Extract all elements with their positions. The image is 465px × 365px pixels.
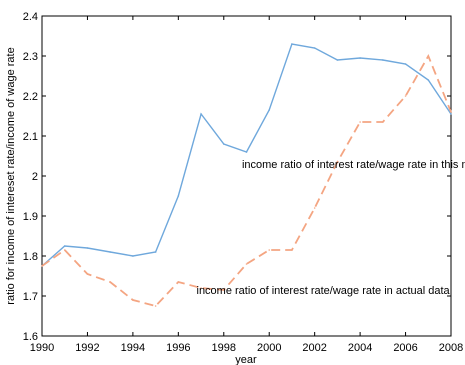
data-point [268, 109, 271, 111]
data-point [222, 143, 225, 145]
x-tick-label: 2006 [393, 342, 417, 354]
x-tick-label: 2008 [439, 342, 463, 354]
data-point [86, 247, 89, 249]
y-axis: 1.6 1.7 1.8 1.9 2 2.1 2.2 2.3 2.4 [23, 11, 451, 343]
data-point [154, 305, 157, 307]
y-tick-label: 1.7 [23, 291, 38, 303]
y-tick-label: 2 [32, 171, 38, 183]
x-tick-label: 2000 [257, 342, 281, 354]
x-tick-label: 1994 [121, 342, 145, 354]
data-point [450, 111, 452, 113]
x-tick-label: 1996 [166, 342, 190, 354]
data-point [63, 249, 66, 251]
y-tick-label: 2.1 [23, 131, 38, 143]
x-tick-label: 1990 [30, 342, 54, 354]
data-point [245, 263, 248, 265]
data-point [336, 59, 339, 61]
annotation-text: income ratio of interest rate/wage rate … [242, 159, 465, 171]
data-point [291, 43, 293, 45]
data-point [109, 281, 111, 283]
data-point [222, 289, 225, 291]
data-point [41, 265, 43, 267]
data-point [404, 95, 407, 97]
x-tick-label: 1992 [75, 342, 99, 354]
data-point [336, 161, 339, 163]
data-point [427, 79, 430, 81]
data-point [359, 121, 361, 123]
y-tick-label: 2.4 [23, 11, 38, 23]
data-point [109, 251, 111, 253]
data-point [177, 195, 180, 197]
annotation-layer: income ratio of interest rate/wage rate … [197, 159, 465, 297]
x-tick-label: 1998 [212, 342, 236, 354]
data-point [200, 287, 202, 289]
data-point [200, 113, 202, 115]
y-tick-label: 1.6 [23, 331, 38, 343]
data-point [132, 299, 134, 301]
data-point [177, 281, 180, 283]
data-point [382, 59, 384, 61]
data-point [86, 273, 89, 275]
y-axis-label: ratio for income of intereset rate/incom… [5, 47, 17, 304]
data-point [450, 113, 452, 115]
data-point [132, 255, 134, 257]
x-axis: 1990 1992 1994 1996 1998 2000 2002 2004 2006 2008 [30, 16, 463, 354]
y-tick-label: 2.2 [23, 91, 38, 103]
x-axis-label: year [235, 354, 257, 365]
data-point [63, 245, 66, 247]
data-point [359, 57, 361, 59]
data-point [382, 121, 384, 123]
data-point [313, 47, 316, 49]
data-point [313, 207, 316, 209]
x-tick-label: 2004 [348, 342, 372, 354]
data-point [268, 249, 271, 251]
y-tick-label: 1.8 [23, 251, 38, 263]
data-point [427, 55, 430, 57]
data-point [404, 63, 407, 65]
y-tick-label: 1.9 [23, 211, 38, 223]
x-tick-label: 2002 [302, 342, 326, 354]
data-point [245, 151, 248, 153]
data-point [154, 251, 157, 253]
y-tick-label: 2.3 [23, 51, 38, 63]
data-point [291, 249, 293, 251]
annotation-text: income ratio of interest rate/wage rate … [197, 285, 451, 297]
series-layer [41, 43, 452, 308]
